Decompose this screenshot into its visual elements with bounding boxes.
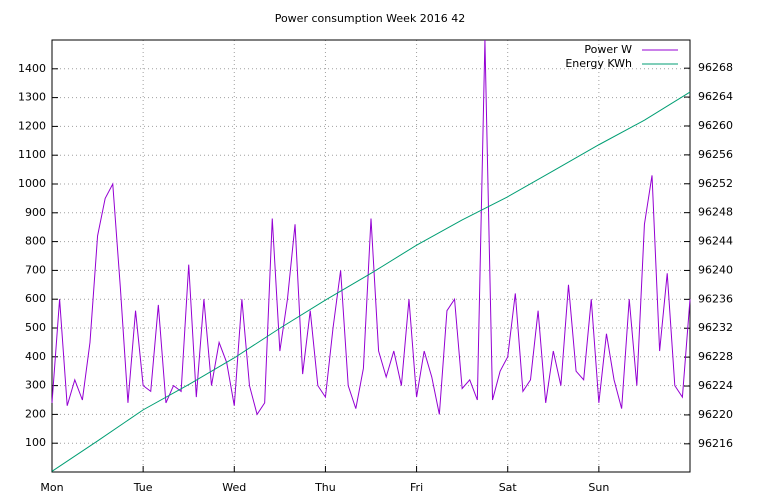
y2-tick-label: 96228 bbox=[698, 350, 733, 363]
legend-label: Power W bbox=[584, 43, 632, 56]
y-tick-label: 1400 bbox=[18, 62, 46, 75]
x-tick-label: Fri bbox=[410, 481, 423, 494]
chart-title: Power consumption Week 2016 42 bbox=[275, 12, 466, 25]
y-tick-label: 300 bbox=[25, 379, 46, 392]
y-tick-label: 1200 bbox=[18, 119, 46, 132]
y2-tick-label: 96260 bbox=[698, 119, 733, 132]
y2-tick-label: 96244 bbox=[698, 235, 733, 248]
y2-tick-label: 96236 bbox=[698, 292, 733, 305]
y-tick-label: 600 bbox=[25, 292, 46, 305]
y2-tick-label: 96264 bbox=[698, 90, 733, 103]
series-line bbox=[51, 39, 691, 416]
y2-tick-label: 96256 bbox=[698, 148, 733, 161]
x-tick-label: Sat bbox=[499, 481, 518, 494]
x-tick-label: Mon bbox=[40, 481, 63, 494]
y2-tick-label: 96232 bbox=[698, 321, 733, 334]
y2-tick-label: 96224 bbox=[698, 379, 733, 392]
y2-tick-label: 96252 bbox=[698, 177, 733, 190]
y-tick-label: 200 bbox=[25, 407, 46, 420]
y-tick-label: 1100 bbox=[18, 148, 46, 161]
y-tick-label: 1000 bbox=[18, 177, 46, 190]
y2-tick-label: 96220 bbox=[698, 408, 733, 421]
y-tick-label: 900 bbox=[25, 206, 46, 219]
y-tick-label: 400 bbox=[25, 350, 46, 363]
x-tick-label: Thu bbox=[314, 481, 336, 494]
x-tick-label: Sun bbox=[588, 481, 609, 494]
y-tick-label: 500 bbox=[25, 321, 46, 334]
plot-frame bbox=[51, 39, 691, 473]
y2-tick-label: 96240 bbox=[698, 263, 733, 276]
y2-tick-label: 96216 bbox=[698, 437, 733, 450]
series-line bbox=[51, 91, 691, 472]
y2-tick-label: 96248 bbox=[698, 206, 733, 219]
y-tick-label: 800 bbox=[25, 235, 46, 248]
x-tick-label: Wed bbox=[222, 481, 246, 494]
y-tick-label: 100 bbox=[25, 436, 46, 449]
y-tick-label: 700 bbox=[25, 263, 46, 276]
y2-tick-label: 96268 bbox=[698, 61, 733, 74]
y-tick-label: 1300 bbox=[18, 91, 46, 104]
legend-label: Energy KWh bbox=[565, 57, 632, 70]
x-tick-label: Tue bbox=[133, 481, 153, 494]
